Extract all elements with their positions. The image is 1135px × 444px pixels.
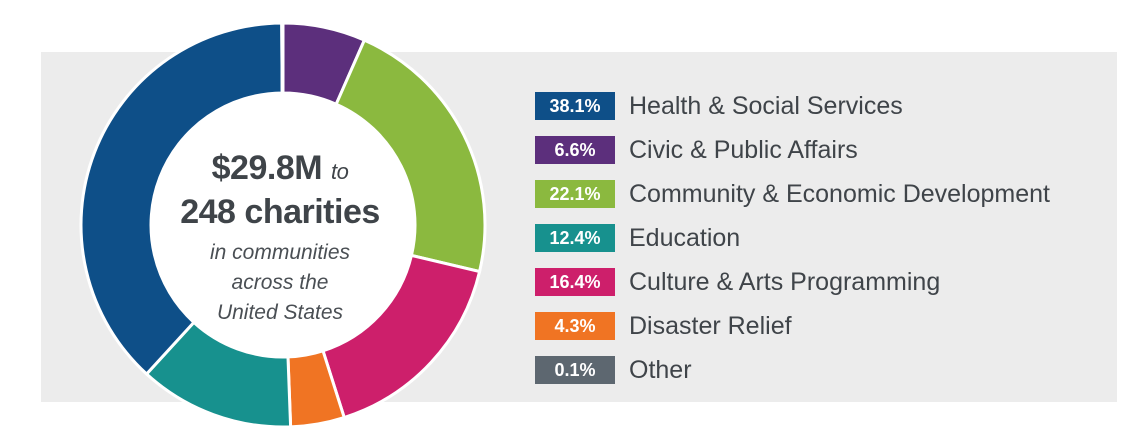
legend-item-education: 12.4% Education	[535, 216, 1050, 260]
charities-count: 248 charities	[180, 193, 380, 231]
legend-item-culture: 16.4% Culture & Arts Programming	[535, 260, 1050, 304]
legend-item-community: 22.1% Community & Economic Development	[535, 172, 1050, 216]
subtitle: in communities across the United States	[150, 238, 410, 328]
donut-chart	[79, 21, 487, 429]
legend-item-other: 0.1% Other	[535, 348, 1050, 392]
legend-badge-disaster: 4.3%	[535, 312, 615, 340]
legend: 38.1% Health & Social Services 6.6% Civi…	[535, 84, 1050, 392]
legend-item-health: 38.1% Health & Social Services	[535, 84, 1050, 128]
legend-label-disaster: Disaster Relief	[629, 311, 792, 340]
legend-label-community: Community & Economic Development	[629, 179, 1050, 208]
total-amount: $29.8M	[211, 149, 323, 187]
to-word: to	[331, 159, 349, 184]
subtitle-line-1: in communities	[209, 241, 351, 264]
legend-label-culture: Culture & Arts Programming	[629, 267, 941, 296]
legend-item-disaster: 4.3% Disaster Relief	[535, 304, 1050, 348]
legend-label-other: Other	[629, 355, 692, 384]
subtitle-line-2: across the	[231, 271, 329, 294]
donut-hole	[151, 93, 415, 357]
legend-badge-culture: 16.4%	[535, 268, 615, 296]
legend-label-civic: Civic & Public Affairs	[629, 135, 858, 164]
donut-center-text: $29.8M to 248 charities in communities a…	[150, 148, 410, 328]
legend-item-civic: 6.6% Civic & Public Affairs	[535, 128, 1050, 172]
legend-badge-community: 22.1%	[535, 180, 615, 208]
total-amount-line: $29.8M to	[150, 148, 410, 192]
legend-badge-civic: 6.6%	[535, 136, 615, 164]
donut-slice-other	[280, 21, 285, 95]
legend-label-health: Health & Social Services	[629, 91, 903, 120]
legend-badge-health: 38.1%	[535, 92, 615, 120]
legend-badge-education: 12.4%	[535, 224, 615, 252]
legend-label-education: Education	[629, 223, 741, 252]
subtitle-line-3: United States	[216, 301, 344, 324]
legend-badge-other: 0.1%	[535, 356, 615, 384]
